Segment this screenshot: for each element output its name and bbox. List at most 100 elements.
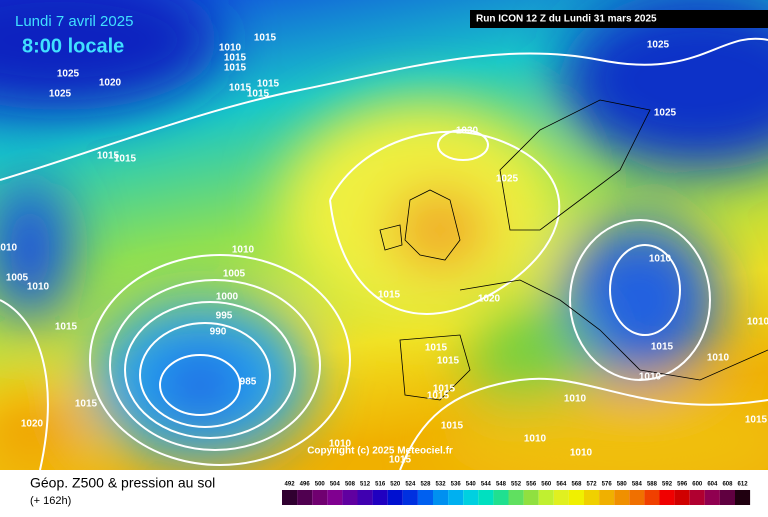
scale-swatch xyxy=(568,490,584,505)
isobar-label: 1010 xyxy=(0,243,18,254)
scale-label: 516 xyxy=(375,482,386,488)
isobar-label: 1010 xyxy=(232,245,255,256)
scale-label: 520 xyxy=(390,482,401,488)
scale-label: 496 xyxy=(300,482,311,488)
color-scale: 492 496 500 504 508 512 516 520 524 528 532 536 540 5… xyxy=(282,482,751,505)
isobar-label: 1020 xyxy=(21,419,44,430)
isobar-label: 1000 xyxy=(216,292,239,303)
isobar-label: 1020 xyxy=(478,294,501,305)
scale-label: 548 xyxy=(496,482,507,488)
scale-swatch xyxy=(584,490,600,505)
scale-swatch xyxy=(493,490,509,505)
isobar-label: 1025 xyxy=(647,40,670,51)
scale-swatch xyxy=(448,490,464,505)
scale-swatch xyxy=(614,490,630,505)
isobar-label: 1015 xyxy=(114,154,137,165)
isobar-label: 1015 xyxy=(437,356,460,367)
isobar-label: 1015 xyxy=(55,322,78,333)
scale-swatch xyxy=(523,490,539,505)
isobar-label: 1010 xyxy=(329,439,352,450)
isobar-label: 1010 xyxy=(524,434,547,445)
isobar-label: 1015 xyxy=(224,63,247,74)
scale-swatch xyxy=(689,490,705,505)
run-banner xyxy=(470,10,768,28)
scale-label: 528 xyxy=(420,482,431,488)
isobar-label: 1015 xyxy=(229,83,252,94)
scale-swatch xyxy=(735,490,751,505)
isobar-label: 1015 xyxy=(433,384,456,395)
scale-swatch xyxy=(599,490,615,505)
scale-swatch xyxy=(478,490,494,505)
scale-label: 588 xyxy=(647,482,658,488)
isobar-label: 1020 xyxy=(99,78,122,89)
scale-label: 536 xyxy=(451,482,462,488)
scale-label: 596 xyxy=(677,482,688,488)
forecast-time: 8:00 locale xyxy=(22,35,124,57)
isobar-labels: 1025102010251010101510151015101510151015… xyxy=(0,33,768,466)
scale-label: 568 xyxy=(571,482,582,488)
footer-title: Géop. Z500 & pression au sol xyxy=(30,475,215,491)
scale-swatch xyxy=(538,490,554,505)
scale-label: 576 xyxy=(602,482,613,488)
copyright: Copyright (c) 2025 Meteociel.fr xyxy=(307,446,453,457)
scale-label: 524 xyxy=(405,482,416,488)
run-info: Run ICON 12 Z du Lundi 31 mars 2025 xyxy=(476,14,657,25)
scale-swatch xyxy=(629,490,645,505)
isobar-label: 1015 xyxy=(378,290,401,301)
isobar-label: 990 xyxy=(210,327,227,338)
isobar-label: 1015 xyxy=(651,342,674,353)
scale-swatch xyxy=(553,490,569,505)
scale-swatch xyxy=(463,490,479,505)
scale-swatch xyxy=(659,490,675,505)
scale-swatch xyxy=(674,490,690,505)
scale-label: 508 xyxy=(345,482,356,488)
scale-swatch xyxy=(417,490,433,505)
scale-label: 512 xyxy=(360,482,371,488)
isobar-label: 1015 xyxy=(224,53,247,64)
scale-label: 556 xyxy=(526,482,537,488)
isobar-label: 1015 xyxy=(75,399,98,410)
scale-label: 500 xyxy=(315,482,326,488)
isobar-label: 1015 xyxy=(257,79,280,90)
scale-label: 592 xyxy=(662,482,673,488)
isobar-label: 985 xyxy=(240,377,257,388)
scale-label: 572 xyxy=(587,482,598,488)
isobar-label: 995 xyxy=(216,311,233,322)
isobar-label: 1010 xyxy=(747,317,768,328)
scale-swatch xyxy=(644,490,660,505)
isobar-label: 1010 xyxy=(564,394,587,405)
scale-label: 504 xyxy=(330,482,341,488)
scale-swatch xyxy=(297,490,313,505)
scale-label: 608 xyxy=(722,482,733,488)
isobar-label: 1015 xyxy=(441,421,464,432)
isobar-label: 1025 xyxy=(49,89,72,100)
scale-label: 600 xyxy=(692,482,703,488)
isobar-label: 1015 xyxy=(425,343,448,354)
scale-swatch xyxy=(508,490,524,505)
scale-swatch xyxy=(704,490,720,505)
scale-label: 584 xyxy=(632,482,643,488)
isobar-label: 1030 xyxy=(456,126,479,137)
scale-swatch xyxy=(402,490,418,505)
scale-swatch xyxy=(357,490,373,505)
isobar-label: 1010 xyxy=(649,254,672,265)
isobars xyxy=(0,37,768,471)
scale-label: 580 xyxy=(617,482,628,488)
isobar-label: 1015 xyxy=(97,151,120,162)
scale-swatch xyxy=(433,490,449,505)
isobar-label: 1005 xyxy=(223,269,246,280)
scale-label: 552 xyxy=(511,482,522,488)
scale-swatch xyxy=(387,490,403,505)
scale-swatch xyxy=(327,490,343,505)
scale-label: 540 xyxy=(466,482,477,488)
scale-label: 492 xyxy=(285,482,296,488)
scale-label: 604 xyxy=(707,482,718,488)
scale-swatch xyxy=(342,490,358,505)
scale-swatch xyxy=(719,490,735,505)
isobar-label: 1025 xyxy=(57,69,80,80)
scale-swatch xyxy=(282,490,298,505)
isobar-label: 1010 xyxy=(570,448,593,459)
scale-label: 612 xyxy=(738,482,749,488)
forecast-date: Lundi 7 avril 2025 xyxy=(15,13,133,30)
